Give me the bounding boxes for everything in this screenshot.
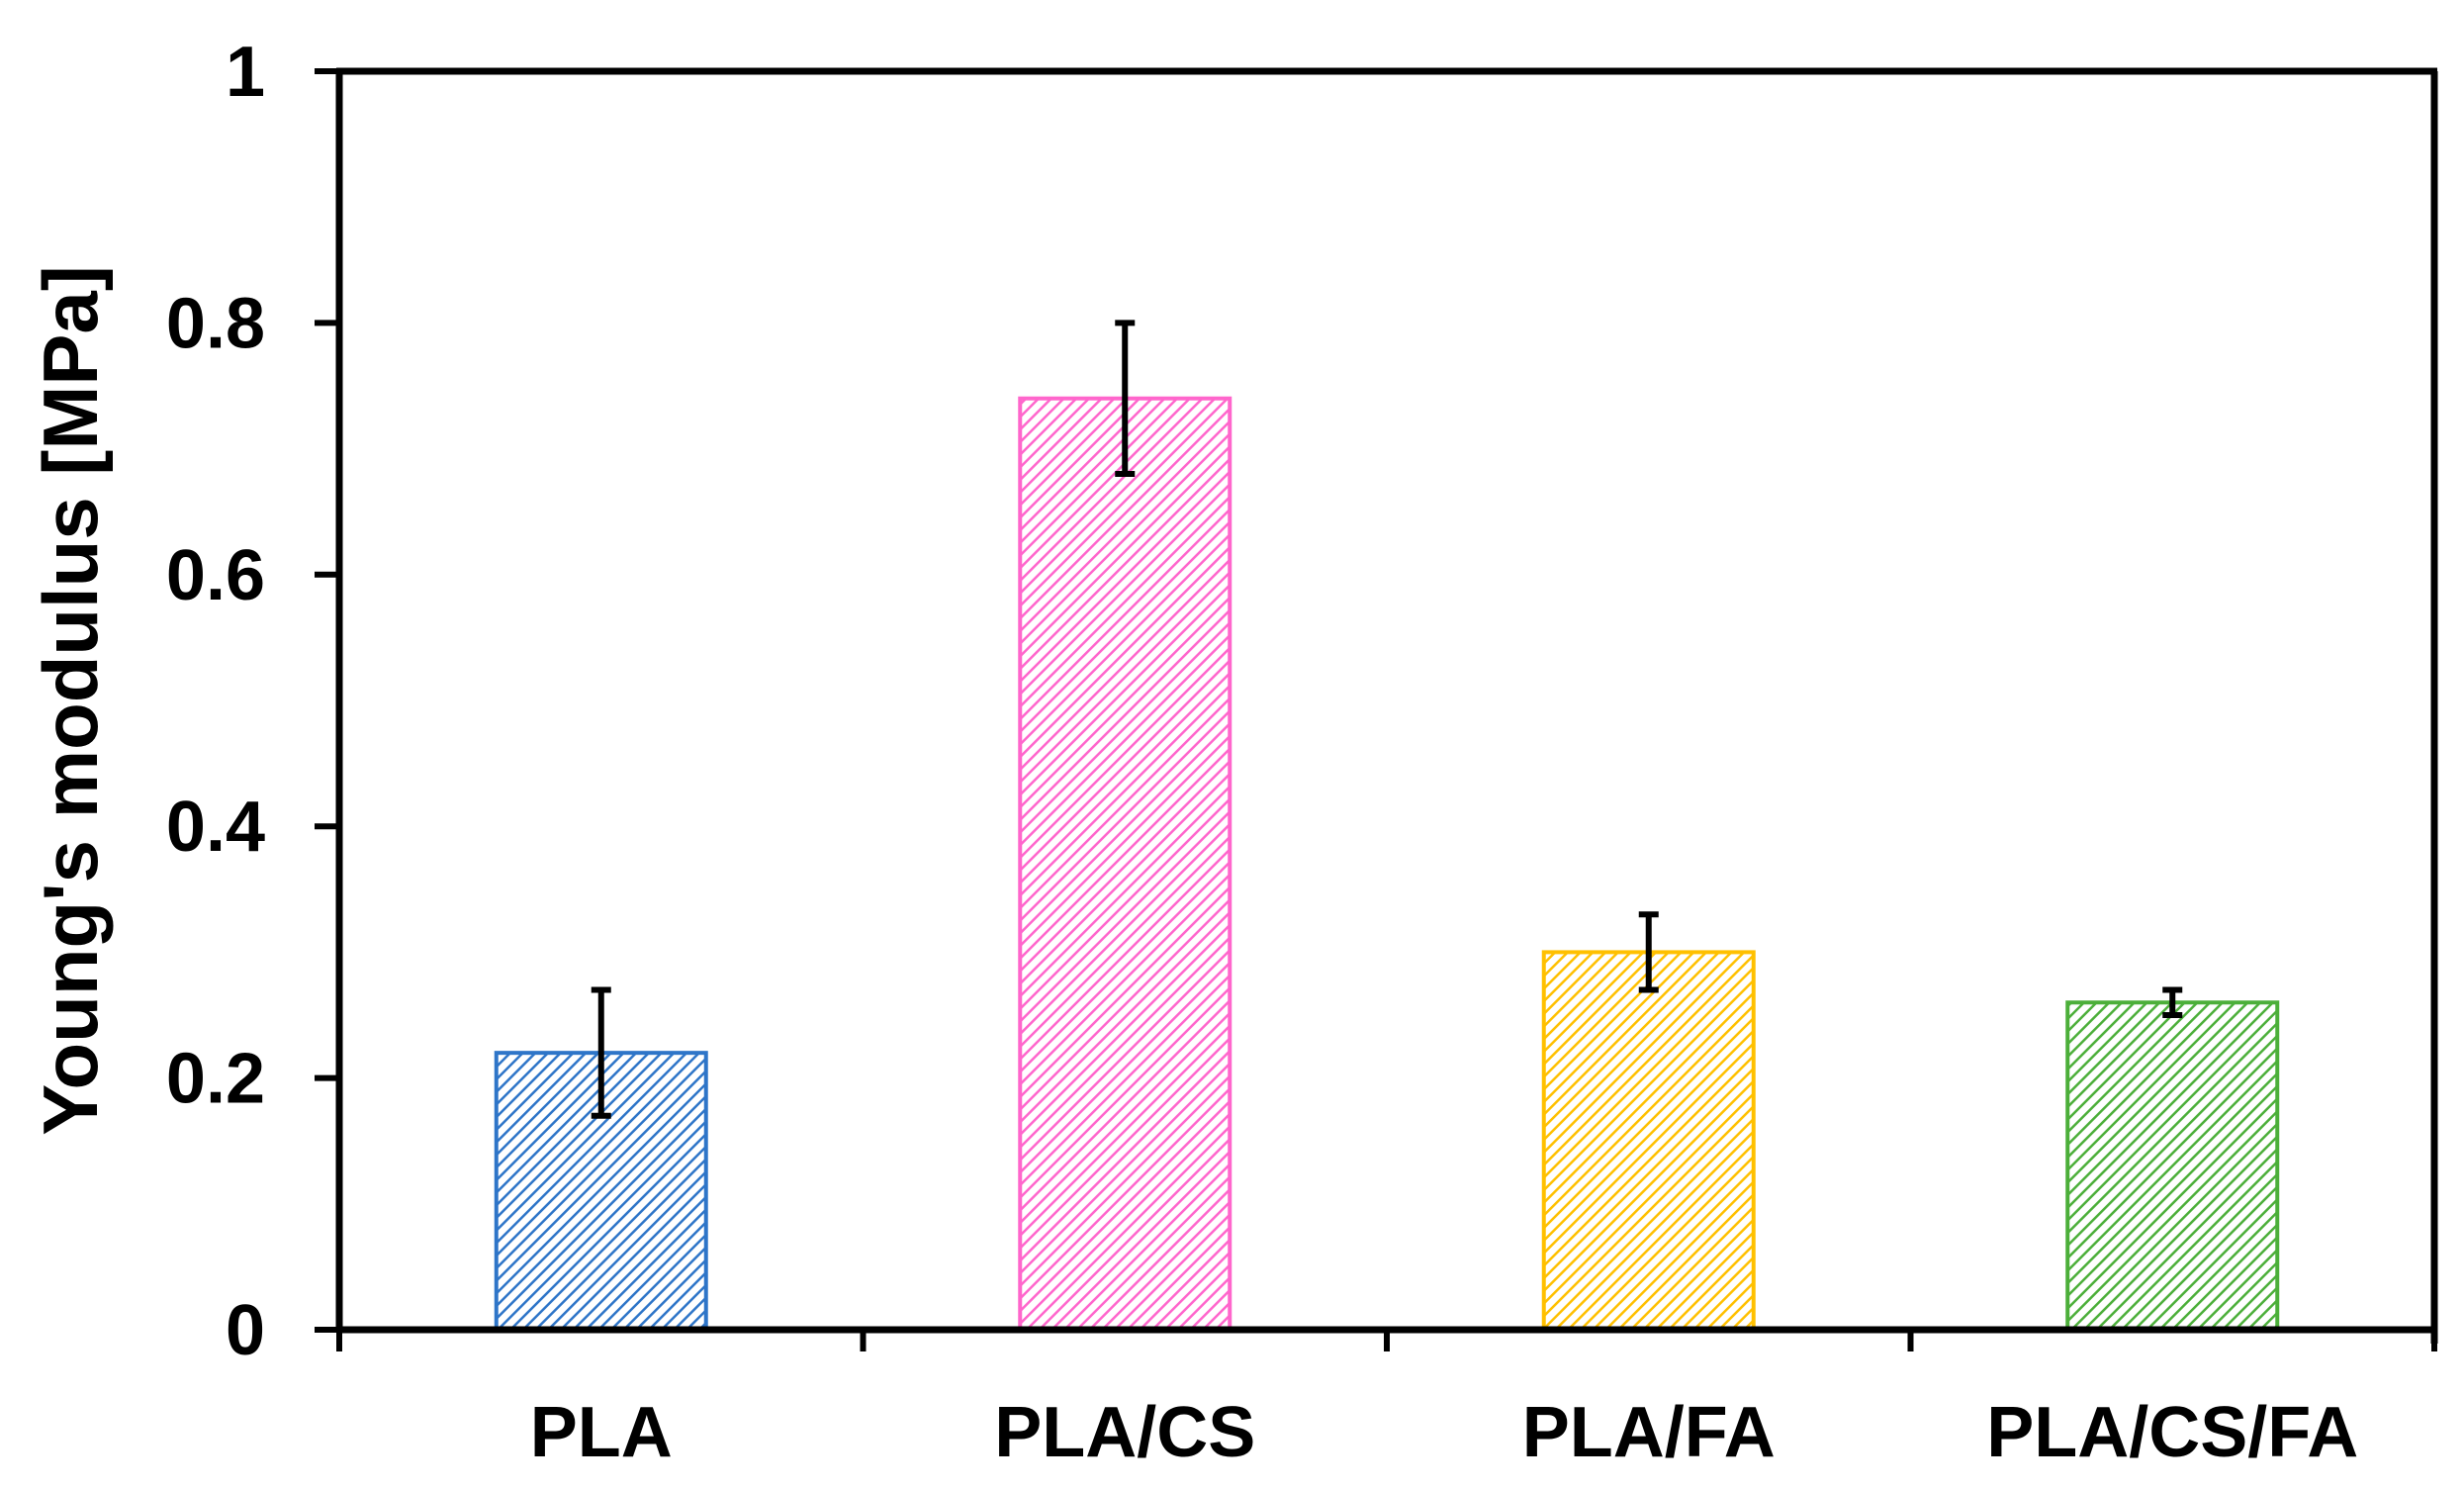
error-bar	[591, 986, 611, 1119]
bar-pla-cs-fa	[2065, 1000, 2280, 1333]
x-tick-label: PLA/CS/FA	[1986, 1393, 2358, 1472]
x-tick-label: PLA	[530, 1393, 673, 1472]
error-bars-layer	[591, 320, 2183, 1119]
error-bar	[1638, 911, 1659, 993]
y-tick-label: 1	[226, 33, 265, 112]
x-tick-label: PLA/FA	[1522, 1393, 1776, 1472]
bars-layer	[494, 396, 2280, 1333]
bar-pla-cs	[1018, 396, 1232, 1333]
x-tick-label: PLA/CS	[994, 1393, 1255, 1472]
bar-pla-fa	[1541, 950, 1756, 1333]
error-bar	[1115, 320, 1136, 478]
y-tick-label: 0.8	[166, 284, 265, 363]
y-tick-label: 0	[226, 1291, 265, 1370]
x-ticks: PLA PLA/CS PLA/FA PLA/CS/FA	[336, 1330, 2437, 1472]
y-tick-label: 0.4	[166, 788, 265, 867]
y-tick-label: 0.2	[166, 1040, 265, 1119]
y-axis-title: Young's modulus [MPa]	[27, 265, 114, 1135]
y-tick-label: 0.6	[166, 536, 265, 615]
y-ticks: 0 0.2 0.4 0.6 0.8 1	[166, 33, 339, 1370]
error-bar	[2162, 986, 2183, 1018]
